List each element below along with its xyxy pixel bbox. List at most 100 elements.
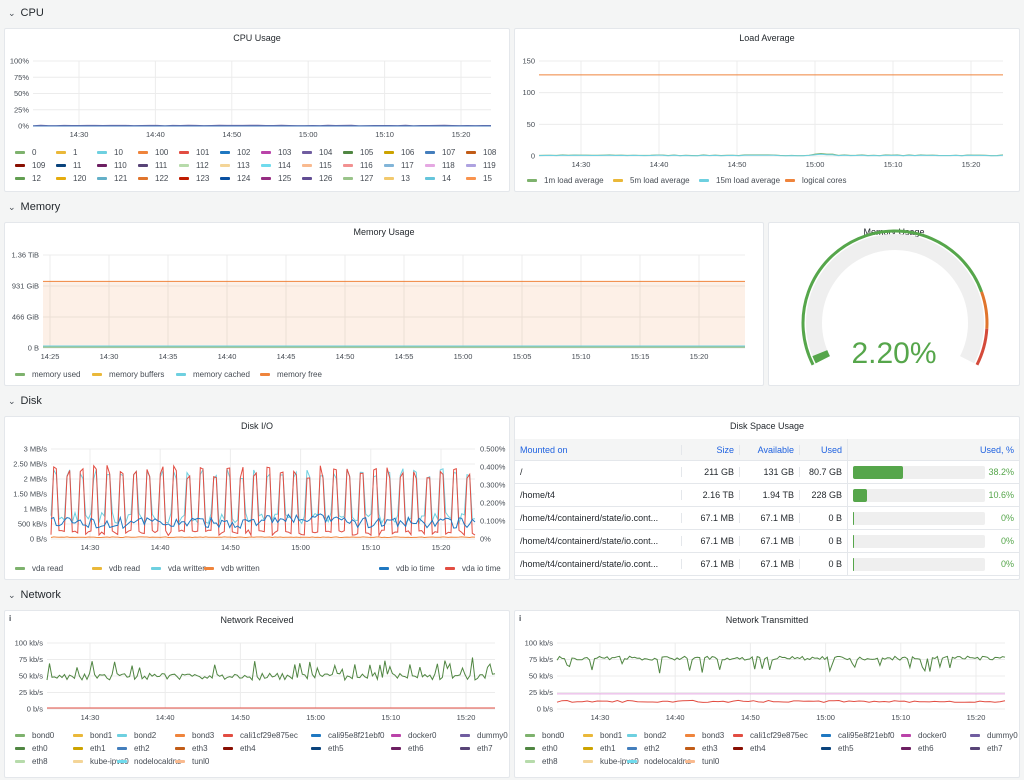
table-row[interactable]: /home/t4/containerd/state/io.cont... 67.1… [515,530,1019,553]
legend-item[interactable]: 125 [261,172,291,185]
legend-item[interactable]: 108 [466,146,496,159]
legend-item[interactable]: eth7 [970,742,1003,755]
legend-item[interactable]: eth4 [223,742,256,755]
legend-item[interactable]: 109 [15,159,45,172]
panel-network-received[interactable]: i Network Received 100 kb/s 75 kb/s 50 kb/… [4,610,510,778]
column-header-mounted-on[interactable]: Mounted on [520,444,568,455]
legend-item[interactable]: 105 [343,146,373,159]
legend-item[interactable]: eth8 [525,755,558,768]
legend-item[interactable]: cali95e8f21ebf0 [821,729,895,742]
legend-item[interactable]: 107 [425,146,455,159]
column-header-available[interactable]: Available [739,444,799,455]
table-row[interactable]: / 211 GB 131 GB 80.7 GB 38.2% [515,461,1019,484]
legend-item[interactable]: 127 [343,172,373,185]
legend-item[interactable]: bond1 [583,729,622,742]
legend-item[interactable]: bond2 [627,729,666,742]
legend-item[interactable]: 112 [179,159,209,172]
load-average-graph[interactable]: 150 100 50 0 14:30 14:40 14:50 15:00 15:10 15:20 [515,49,1020,173]
legend-item[interactable]: logical cores [785,174,846,187]
panel-network-transmitted[interactable]: i Network Transmitted 100 kb/s 75 kb/s 50 … [514,610,1020,778]
legend-item[interactable]: vdb io time [379,562,435,575]
legend-item[interactable]: vdb written [204,562,260,575]
legend-item[interactable]: bond3 [685,729,724,742]
legend-item[interactable]: cali1cf29e875ec [733,729,808,742]
info-icon[interactable]: i [9,614,12,623]
legend-item[interactable]: 15 [466,172,492,185]
legend-item[interactable]: 121 [97,172,127,185]
table-row[interactable]: /home/t4/containerd/state/io.cont... 67.1… [515,507,1019,530]
legend-item[interactable]: 120 [56,172,86,185]
legend-item[interactable]: eth1 [73,742,106,755]
legend-item[interactable]: eth7 [460,742,493,755]
network-received-graph[interactable]: 100 kb/s 75 kb/s 50 kb/s 25 kb/s 0 b/s 14:30 1… [5,631,510,729]
legend-item[interactable]: kube-ipvs0 [73,755,129,768]
legend-item[interactable]: 115 [302,159,332,172]
legend-item[interactable]: 123 [179,172,209,185]
memory-usage-graph[interactable]: 1.36 TiB 931 GiB 466 GiB 0 B14:25 14:30 14:35… [5,243,764,367]
legend-item[interactable]: nodelocaldns [117,755,181,768]
row-disk[interactable]: ⌄ Disk [8,390,42,412]
legend-item[interactable]: eth4 [733,742,766,755]
legend-item[interactable]: bond3 [175,729,214,742]
legend-item[interactable]: docker0 [901,729,946,742]
legend-item[interactable]: 111 [138,159,167,172]
legend-item[interactable]: 15m load average [699,174,780,187]
legend-item[interactable]: 13 [384,172,410,185]
legend-item[interactable]: eth0 [15,742,48,755]
legend-item[interactable]: 0 [15,146,36,159]
legend-item[interactable]: 102 [220,146,250,159]
legend-item[interactable]: eth1 [583,742,616,755]
legend-item[interactable]: bond0 [525,729,564,742]
column-header-size[interactable]: Size [681,444,739,455]
legend-item[interactable]: eth8 [15,755,48,768]
legend-item[interactable]: 1m load average [527,174,604,187]
legend-item[interactable]: bond0 [15,729,54,742]
legend-item[interactable]: vdb read [92,562,140,575]
legend-item[interactable]: 110 [97,159,127,172]
legend-item[interactable]: memory cached [176,368,250,381]
legend-item[interactable]: 124 [220,172,250,185]
legend-item[interactable]: eth0 [525,742,558,755]
legend-item[interactable]: cali1cf29e875ec [223,729,298,742]
legend-item[interactable]: 5m load average [613,174,690,187]
legend-item[interactable]: dummy0 [970,729,1018,742]
legend-item[interactable]: eth2 [117,742,150,755]
legend-item[interactable]: 117 [384,159,414,172]
legend-item[interactable]: memory free [260,368,322,381]
cpu-usage-graph[interactable]: 100% 75% 50% 25% 0% 14:30 14:40 14:50 15:00 15:10… [5,49,510,159]
table-row[interactable]: /home/t4 2.16 TB 1.94 TB 228 GB 10.6% [515,484,1019,507]
info-icon[interactable]: i [519,614,522,623]
legend-item[interactable]: 104 [302,146,332,159]
legend-item[interactable]: 14 [425,172,451,185]
legend-item[interactable]: 103 [261,146,291,159]
panel-memory-usage[interactable]: Memory Usage 1.36 TiB 931 GiB 466 GiB 0 B 14… [4,222,764,386]
legend-item[interactable]: eth5 [311,742,344,755]
legend-item[interactable]: dummy0 [460,729,508,742]
column-header-used-pct[interactable]: Used, % [847,439,1019,460]
legend-item[interactable]: 118 [425,159,455,172]
legend-item[interactable]: 119 [466,159,496,172]
legend-item[interactable]: bond2 [117,729,156,742]
row-memory[interactable]: ⌄ Memory [8,196,60,218]
legend-item[interactable]: 11 [56,159,81,172]
legend-item[interactable]: memory buffers [92,368,164,381]
legend-item[interactable]: 122 [138,172,168,185]
legend-item[interactable]: 113 [220,159,250,172]
legend-item[interactable]: 12 [15,172,41,185]
panel-load-average[interactable]: Load Average 150 100 50 0 14:30 14:40 14:50 15:… [514,28,1020,192]
legend-item[interactable]: 10 [97,146,123,159]
legend-item[interactable]: docker0 [391,729,436,742]
legend-item[interactable]: nodelocaldns [627,755,691,768]
table-row[interactable]: /home/t4/containerd/state/io.cont... 67.1… [515,553,1019,576]
panel-disk-io[interactable]: Disk I/O 3 MB/s 2.50 MB/s 2 MB/s 1.50 MB/s 1… [4,416,510,580]
row-network[interactable]: ⌄ Network [8,584,61,606]
legend-item[interactable]: eth5 [821,742,854,755]
legend-item[interactable]: memory used [15,368,80,381]
legend-item[interactable]: 106 [384,146,414,159]
legend-item[interactable]: eth2 [627,742,660,755]
legend-item[interactable]: 114 [261,159,291,172]
row-cpu[interactable]: ⌄ CPU [8,2,44,24]
column-header-used[interactable]: Used [799,444,847,455]
legend-item[interactable]: eth3 [175,742,208,755]
legend-item[interactable]: 100 [138,146,168,159]
